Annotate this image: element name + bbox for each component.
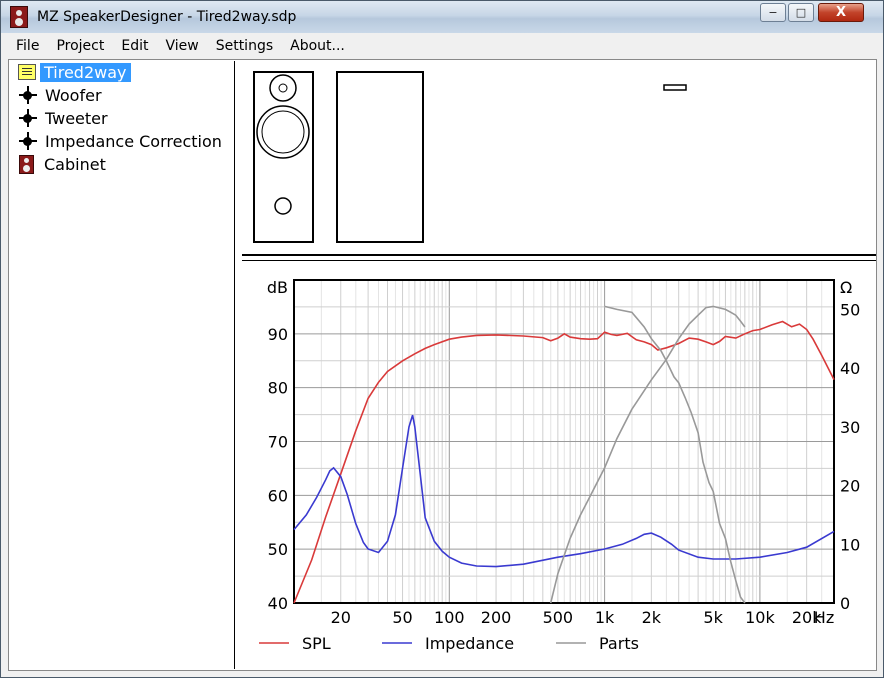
driver-icon <box>18 86 38 104</box>
tree-item-label: Woofer <box>45 85 102 105</box>
x-tick-label: 200 <box>481 608 512 627</box>
y-right-tick-label: 20 <box>840 477 860 496</box>
cabinet-preview <box>242 61 876 254</box>
port-top-view <box>663 84 687 91</box>
tree-item-cabinet[interactable]: Cabinet <box>12 153 110 175</box>
x-tick-label: 2k <box>642 608 662 627</box>
y-left-tick-label: 60 <box>268 486 288 505</box>
menu-project[interactable]: Project <box>56 38 105 54</box>
legend-label: Parts <box>599 634 639 653</box>
x-tick-label: 20k <box>792 608 822 627</box>
project-tree[interactable]: Tired2way Woofer Tweeter Impedance Corre… <box>10 61 235 669</box>
tweeter-outline <box>269 74 297 102</box>
y-left-tick-label: 80 <box>268 379 288 398</box>
y-right-tick-label: 40 <box>840 359 860 378</box>
chart-svg: 40 50 60 70 80 90 0 10 20 30 40 50 dB Ω 20 50 100 200 500 1… <box>259 278 860 653</box>
minimize-button[interactable]: − <box>760 3 786 22</box>
menu-edit[interactable]: Edit <box>121 38 149 54</box>
y-left-tick-label: 40 <box>268 594 288 613</box>
cabinet-side-view <box>336 71 424 243</box>
project-icon <box>18 64 36 80</box>
y-right-unit-label: Ω <box>840 278 852 297</box>
tree-item-project[interactable]: Tired2way <box>12 61 131 83</box>
tree-item-tweeter[interactable]: Tweeter <box>12 107 112 129</box>
x-tick-label: 20 <box>331 608 351 627</box>
series-parts-line <box>549 305 746 604</box>
x-tick-label: 500 <box>543 608 574 627</box>
tweeter-dome <box>278 83 288 93</box>
y-left-tick-label: 90 <box>268 325 288 344</box>
menu-view[interactable]: View <box>165 38 199 54</box>
y-left-tick-label: 70 <box>268 433 288 452</box>
y-right-tick-label: 10 <box>840 535 860 554</box>
series-impedance-line <box>293 414 835 568</box>
woofer-cone <box>261 110 305 154</box>
y-right-tick-label: 50 <box>840 300 860 319</box>
horizontal-splitter[interactable] <box>242 254 876 261</box>
speaker-app-icon[interactable] <box>10 6 28 28</box>
y-left-tick-label: 50 <box>268 540 288 559</box>
port-opening <box>274 197 292 215</box>
y-right-tick-label: 0 <box>840 594 850 613</box>
plot-frame <box>293 279 835 604</box>
window-title: MZ SpeakerDesigner - Tired2way.sdp <box>37 9 297 25</box>
tree-item-label: Cabinet <box>44 154 106 174</box>
driver-icon <box>18 132 38 150</box>
tree-item-impedance-correction[interactable]: Impedance Correction <box>12 130 226 152</box>
tree-item-label: Tired2way <box>40 62 131 82</box>
y-left-unit-label: dB <box>267 278 288 297</box>
menu-settings[interactable]: Settings <box>215 38 274 54</box>
title-bar[interactable]: MZ SpeakerDesigner - Tired2way.sdp − □ X <box>1 1 883 33</box>
x-tick-label: 50 <box>392 608 412 627</box>
x-tick-label: 1k <box>595 608 615 627</box>
x-unit-label: Hz <box>814 608 834 627</box>
menu-bar: File Project Edit View Settings About... <box>8 35 877 57</box>
series-spl-line <box>293 320 835 604</box>
cabinet-drawing <box>253 71 687 243</box>
menu-about[interactable]: About... <box>290 38 345 54</box>
legend-label: Impedance <box>425 634 514 653</box>
tree-item-label: Tweeter <box>45 108 108 128</box>
cabinet-icon <box>19 154 34 174</box>
maximize-button[interactable]: □ <box>788 3 814 22</box>
y-right-tick-label: 30 <box>840 418 860 437</box>
splitter[interactable] <box>234 61 242 669</box>
x-tick-label: 10k <box>745 608 775 627</box>
driver-icon <box>18 109 38 127</box>
woofer-outline <box>256 105 310 159</box>
tree-item-woofer[interactable]: Woofer <box>12 84 106 106</box>
close-button[interactable]: X <box>818 3 864 22</box>
cabinet-front-view <box>253 71 314 243</box>
x-tick-label: 100 <box>434 608 465 627</box>
frequency-response-chart: 40 50 60 70 80 90 0 10 20 30 40 50 dB Ω 20 50 100 200 500 1… <box>242 263 876 669</box>
menu-file[interactable]: File <box>16 38 40 54</box>
legend-label: SPL <box>302 634 331 653</box>
x-tick-label: 5k <box>703 608 723 627</box>
series-parts-line <box>604 305 746 604</box>
tree-item-label: Impedance Correction <box>45 131 222 151</box>
